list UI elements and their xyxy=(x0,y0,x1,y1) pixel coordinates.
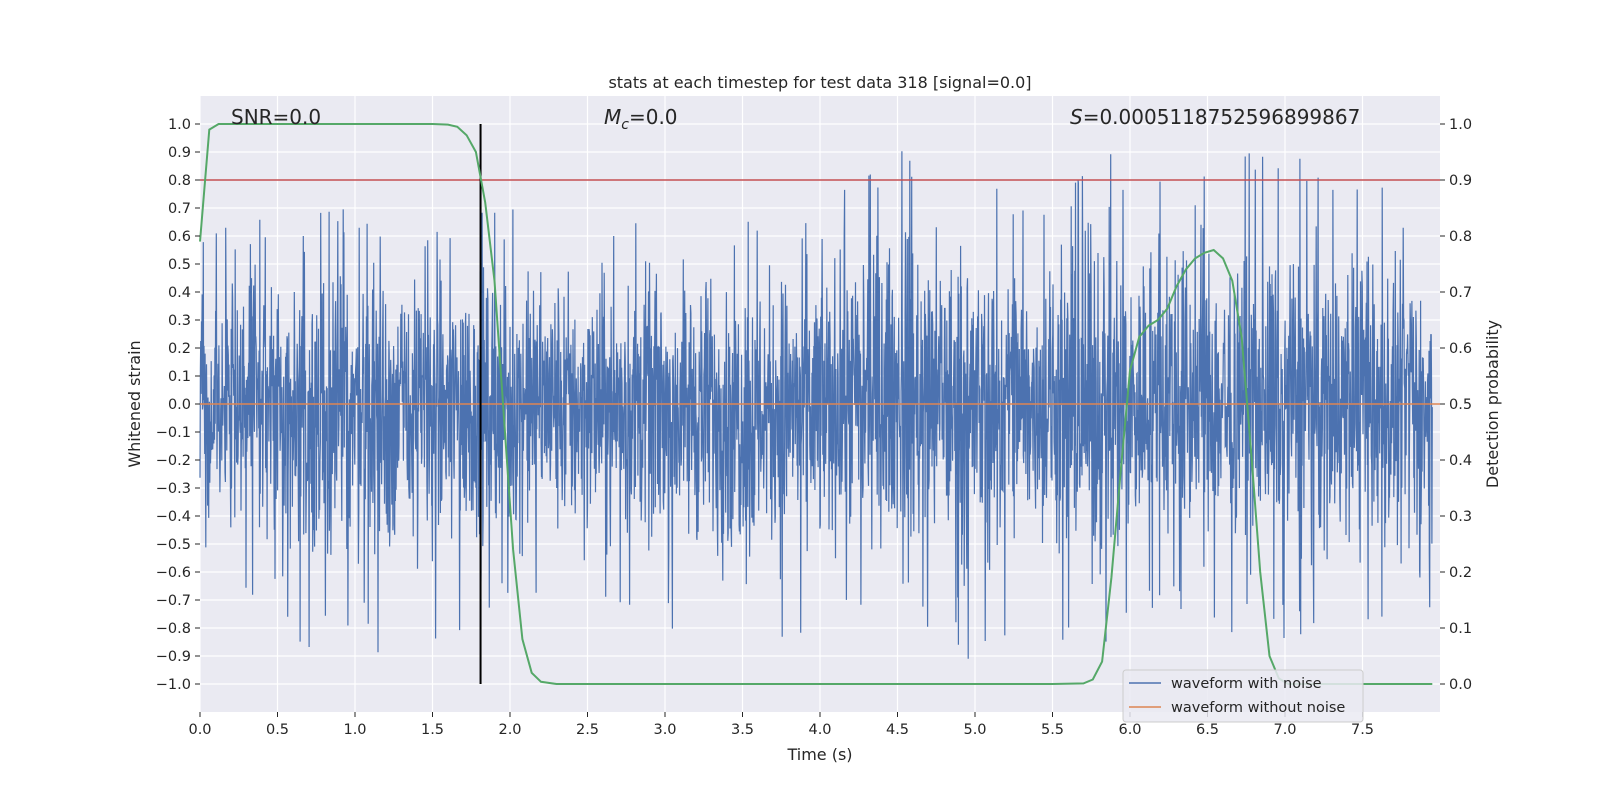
y2-tick-label: 0.5 xyxy=(1449,397,1472,413)
y2-tick-label: 0.6 xyxy=(1449,341,1472,357)
y-tick-label: 0.9 xyxy=(168,145,191,161)
chart-title: stats at each timestep for test data 318… xyxy=(608,73,1031,92)
y-tick-label: −0.2 xyxy=(156,453,191,469)
y-tick-label: −0.4 xyxy=(156,509,191,525)
y-tick-label: 0.5 xyxy=(168,257,191,273)
y-tick-label: −1.0 xyxy=(156,677,191,693)
y2-axis-label: Detection probability xyxy=(1483,320,1502,488)
chirp-mass-annotation: Mc=0.0 xyxy=(604,105,678,133)
x-tick-label: 6.5 xyxy=(1196,722,1219,738)
x-tick-label: 1.5 xyxy=(421,722,444,738)
y2-tick-label: 0.9 xyxy=(1449,173,1472,189)
y-tick-label: −0.6 xyxy=(156,565,191,581)
x-tick-label: 4.5 xyxy=(886,722,909,738)
y-tick-label: −0.7 xyxy=(156,593,191,609)
waveform-with-noise-series xyxy=(199,151,1433,659)
x-tick-label: 6.0 xyxy=(1118,722,1141,738)
y-axis-label: Whitened strain xyxy=(125,340,144,467)
legend-box xyxy=(1122,669,1364,723)
y-tick-label: 0.1 xyxy=(168,369,191,385)
waveform-with-noise-line xyxy=(199,151,1433,659)
x-tick-label: 3.5 xyxy=(731,722,754,738)
chirp-mass-value: =0.0 xyxy=(629,105,678,129)
x-tick-label: 2.5 xyxy=(576,722,599,738)
s-value: =0.0005118752596899867 xyxy=(1083,105,1361,129)
x-tick-label: 4.0 xyxy=(808,722,831,738)
x-tick-label: 7.0 xyxy=(1273,722,1296,738)
legend: waveform with noise waveform without noi… xyxy=(1122,669,1364,723)
y2-tick-label: 1.0 xyxy=(1449,117,1472,133)
y-tick-label: 0.2 xyxy=(168,341,191,357)
y2-axis-ticks: 1.0 0.9 0.8 0.7 0.6 0.5 0.4 0.3 0.2 0.1 0.0 xyxy=(1440,117,1472,693)
detection-probability-line xyxy=(199,123,1433,685)
y2-tick-label: 0.8 xyxy=(1449,229,1472,245)
y-tick-label: 0.4 xyxy=(168,285,191,301)
x-tick-label: 5.0 xyxy=(963,722,986,738)
x-tick-label: 3.0 xyxy=(653,722,676,738)
x-tick-label: 7.5 xyxy=(1351,722,1374,738)
y-tick-label: −0.3 xyxy=(156,481,191,497)
x-axis-ticks: 0.0 0.5 1.0 1.5 2.0 2.5 3.0 3.5 4.0 4.5 5.0 5.5 6.0 6… xyxy=(188,712,1374,738)
y2-tick-label: 0.2 xyxy=(1449,565,1472,581)
chirp-mass-subscript: c xyxy=(621,117,629,133)
y2-tick-label: 0.4 xyxy=(1449,453,1472,469)
s-annotation: S=0.0005118752596899867 xyxy=(1070,105,1360,129)
y-tick-label: 0.3 xyxy=(168,313,191,329)
y2-tick-label: 0.1 xyxy=(1449,621,1472,637)
y2-tick-label: 0.0 xyxy=(1449,677,1472,693)
y-tick-label: −0.1 xyxy=(156,425,191,441)
legend-label-noise: waveform with noise xyxy=(1171,676,1322,692)
y-tick-label: −0.9 xyxy=(156,649,191,665)
y-tick-label: 0.0 xyxy=(168,397,191,413)
y-tick-label: 0.7 xyxy=(168,201,191,217)
y-tick-label: 0.6 xyxy=(168,229,191,245)
y-tick-label: 1.0 xyxy=(168,117,191,133)
x-tick-label: 0.5 xyxy=(266,722,289,738)
y2-tick-label: 0.3 xyxy=(1449,509,1472,525)
y-axis-ticks: 1.0 0.9 0.8 0.7 0.6 0.5 0.4 0.3 0.2 0.1 0.0 −0.1 −0.… xyxy=(156,117,200,693)
x-tick-label: 1.0 xyxy=(343,722,366,738)
y2-tick-label: 0.7 xyxy=(1449,285,1472,301)
x-tick-label: 5.5 xyxy=(1041,722,1064,738)
y-tick-label: −0.5 xyxy=(156,537,191,553)
snr-annotation: SNR=0.0 xyxy=(231,105,321,129)
x-axis-label: Time (s) xyxy=(786,745,852,764)
y-tick-label: −0.8 xyxy=(156,621,191,637)
x-tick-label: 0.0 xyxy=(188,722,211,738)
chirp-mass-symbol: M xyxy=(604,105,621,129)
x-tick-label: 2.0 xyxy=(498,722,521,738)
y-tick-label: 0.8 xyxy=(168,173,191,189)
s-symbol: S xyxy=(1070,105,1083,129)
legend-label-clean: waveform without noise xyxy=(1171,700,1345,716)
